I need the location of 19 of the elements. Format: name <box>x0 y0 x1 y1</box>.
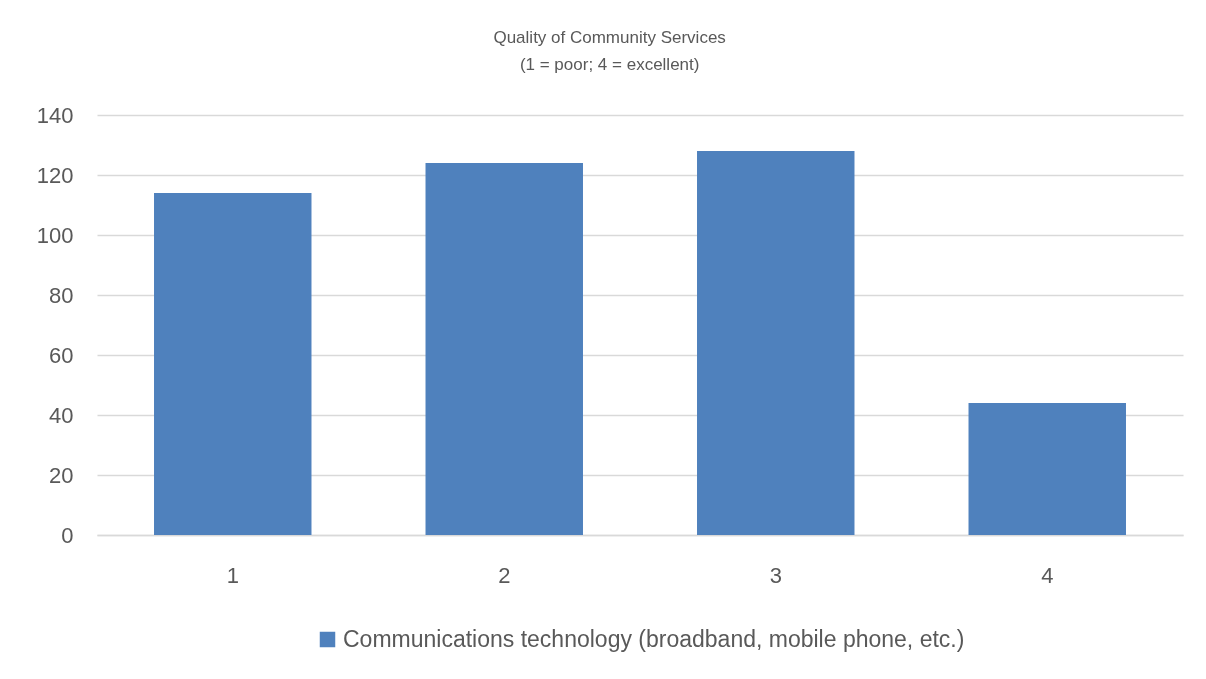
y-tick-label: 40 <box>49 402 74 428</box>
y-tick-label: 20 <box>49 462 74 488</box>
legend-label: Communications technology (broadband, mobile phone, etc.) <box>343 625 965 652</box>
y-tick-label: 140 <box>36 102 74 128</box>
bar <box>425 163 583 535</box>
x-tick-label: 1 <box>226 562 239 588</box>
chart-title: Quality of Community Services <box>493 28 726 47</box>
x-tick-label: 2 <box>498 562 511 588</box>
x-tick-label: 3 <box>769 562 782 588</box>
y-tick-label: 60 <box>49 342 74 368</box>
bar <box>697 151 855 535</box>
x-tick-label: 4 <box>1041 562 1054 588</box>
bar <box>968 403 1126 535</box>
y-tick-label: 0 <box>61 522 74 548</box>
y-tick-label: 100 <box>36 222 74 248</box>
chart-subtitle: (1 = poor; 4 = excellent) <box>519 55 700 74</box>
y-tick-label: 120 <box>36 162 74 188</box>
bar <box>154 193 312 535</box>
y-tick-label: 80 <box>49 282 74 308</box>
